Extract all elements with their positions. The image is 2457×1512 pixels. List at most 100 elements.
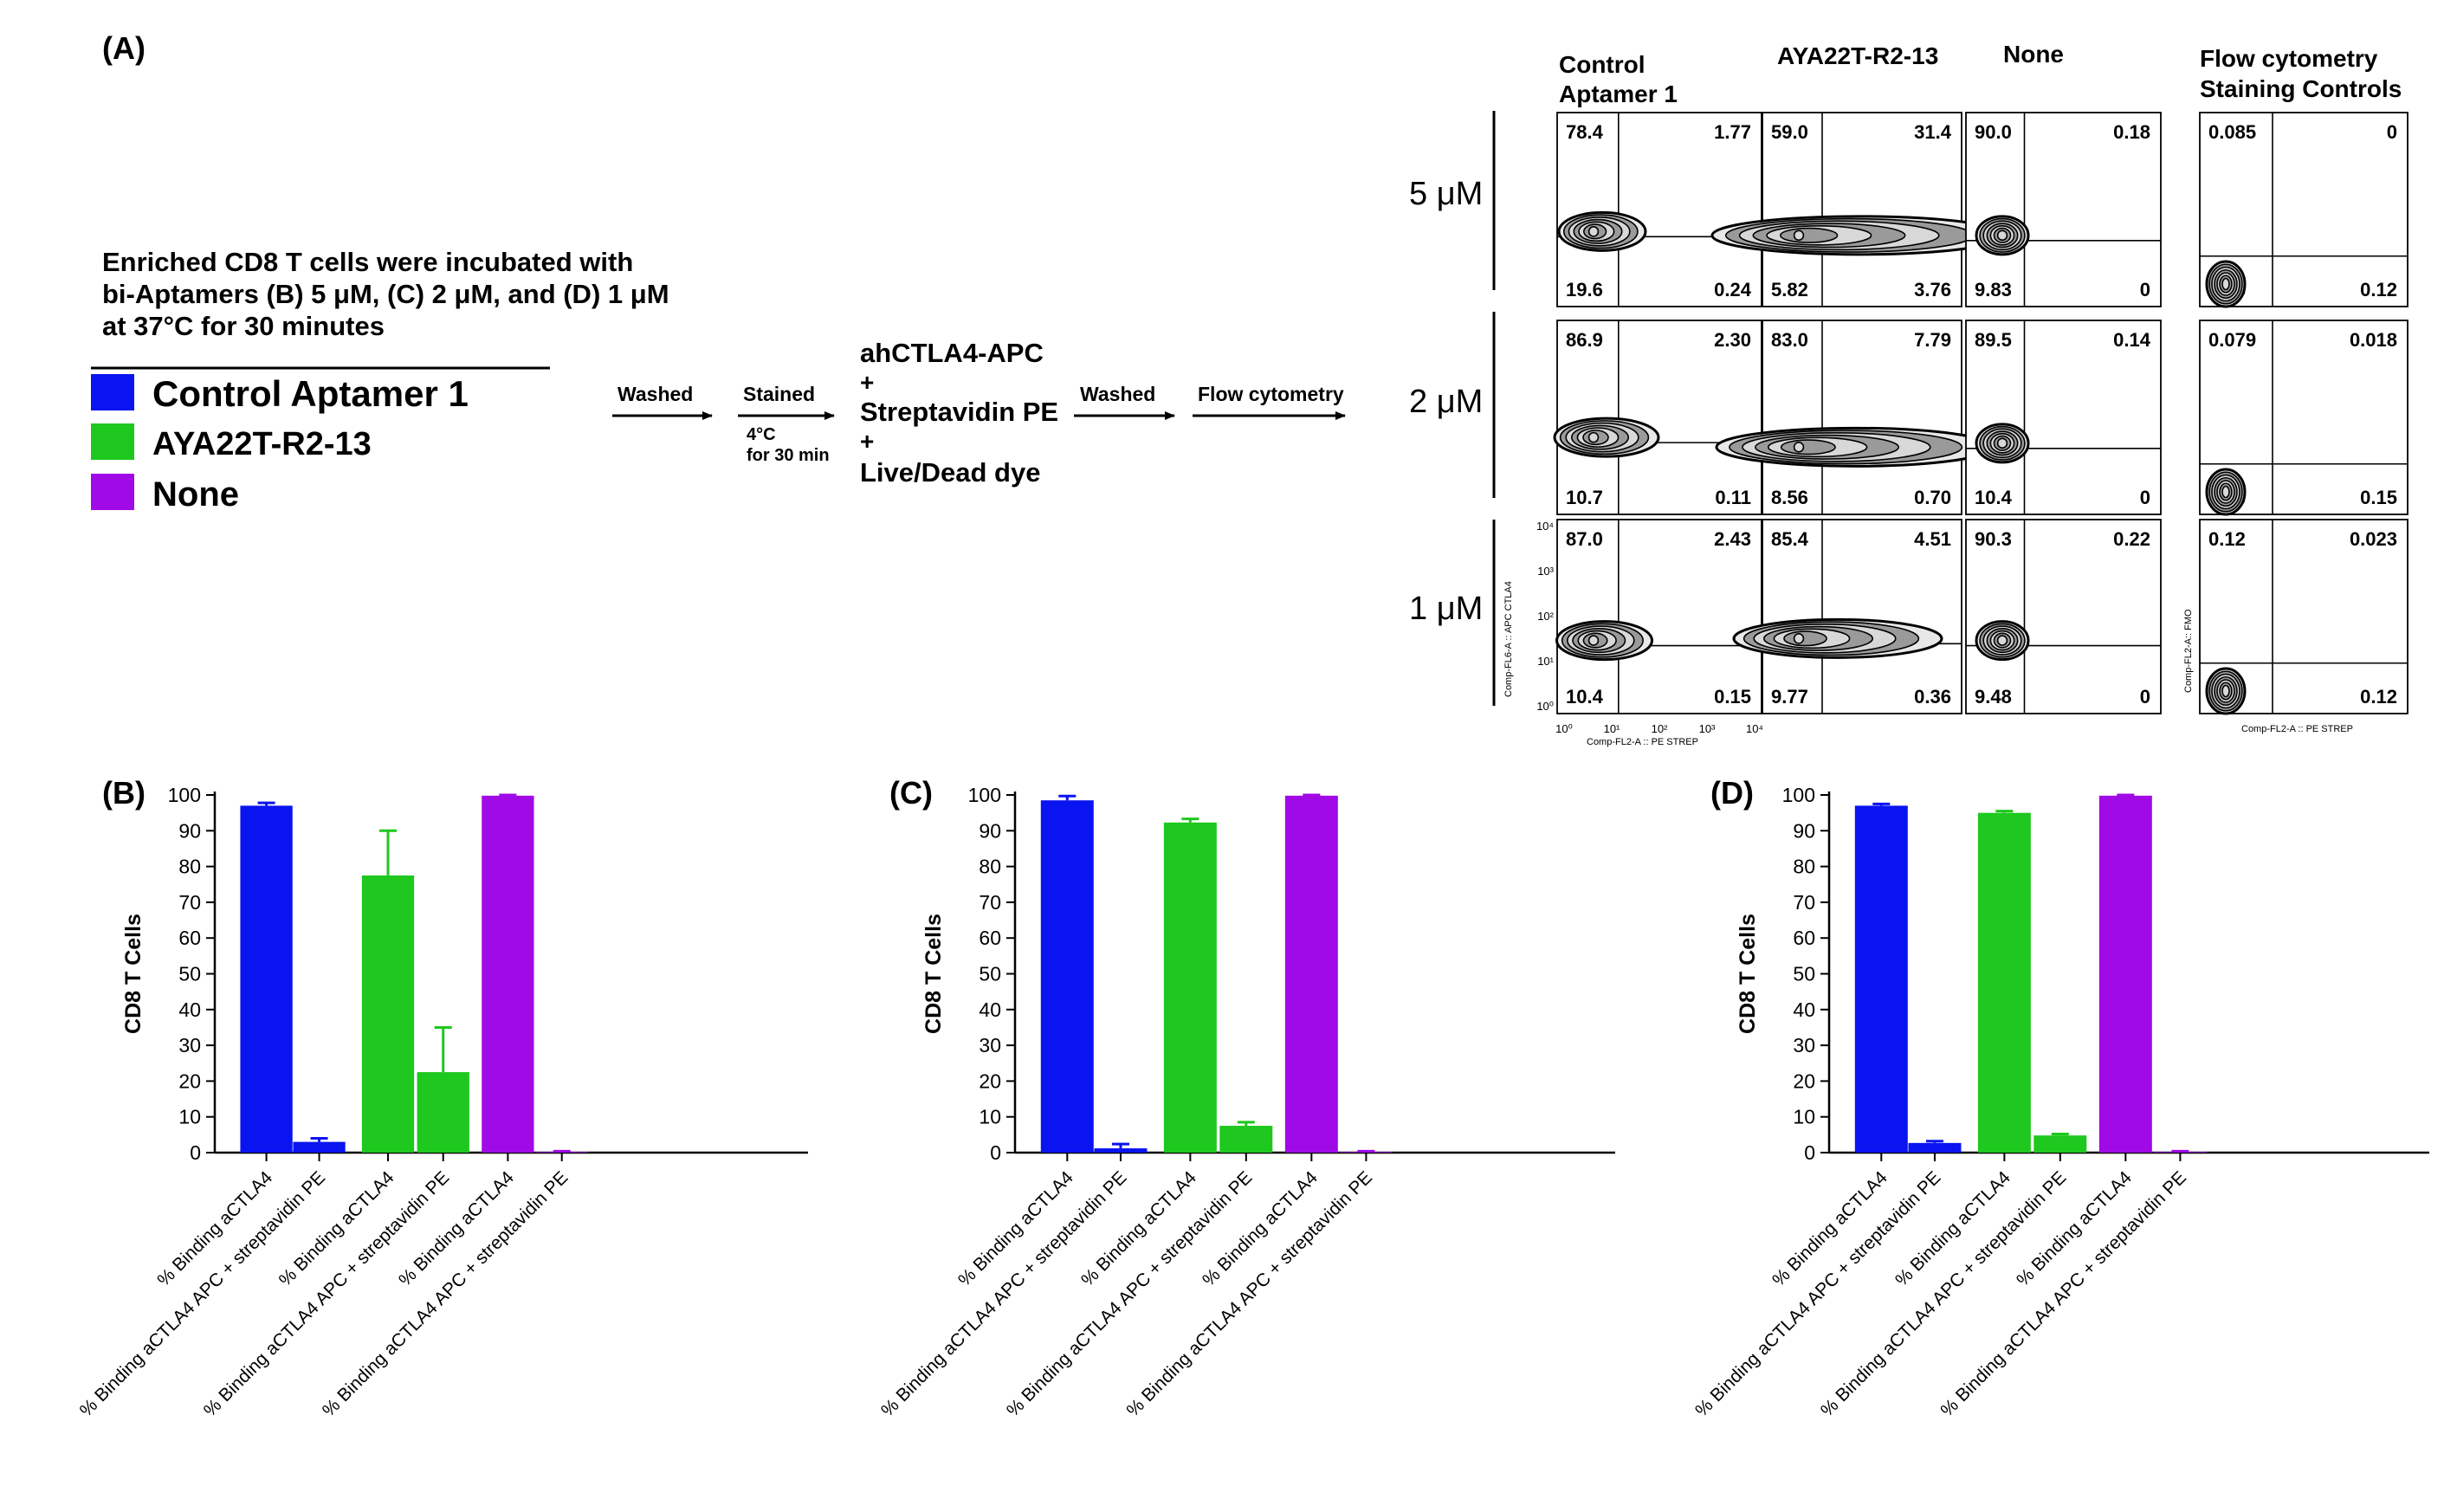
y-tick-label: 40	[1793, 998, 1815, 1021]
y-tick-label: 70	[178, 891, 201, 914]
quadrant-ul-value: 90.3	[1975, 528, 2012, 550]
flow-plot: 89.5 0.14 10.4 0	[1965, 320, 2162, 515]
step-stained: Stained	[743, 383, 815, 405]
y-tick-label: 80	[1793, 856, 1815, 878]
quadrant-ur-value: 4.51	[1914, 528, 1951, 550]
y-tick-label: 40	[178, 998, 201, 1021]
row-label-1um: 1 μM	[1409, 591, 1483, 627]
quadrant-lr-value: 0	[2140, 487, 2150, 508]
y-axis-label: CD8 T Cells	[1736, 914, 1760, 1034]
quadrant-ur-value: 31.4	[1914, 121, 1952, 143]
quadrant-ul-value: 0.079	[2208, 329, 2256, 351]
bar	[293, 1141, 346, 1153]
flow-plot: 85.4 4.51 9.77 0.36	[1762, 519, 1962, 714]
panel-label-a: (A)	[102, 30, 145, 66]
y-tick-label: 90	[178, 819, 201, 842]
y-tick-label: 50	[178, 963, 201, 985]
quadrant-ur-value: 7.79	[1914, 329, 1951, 351]
bar	[361, 875, 415, 1153]
x-tick-label: 10³	[1699, 722, 1716, 735]
y-tick-label: 10²	[1537, 610, 1554, 623]
legend-label-aya: AYA22T-R2-13	[152, 426, 372, 462]
plot-frame	[1762, 112, 1962, 307]
reagent-strep: Streptavidin PE	[860, 397, 1058, 427]
quadrant-ul-value: 59.0	[1771, 121, 1808, 143]
quadrant-ll-value: 5.82	[1771, 279, 1808, 300]
quadrant-ur-value: 0	[2387, 121, 2397, 143]
y-tick-label: 30	[1793, 1034, 1815, 1056]
y-tick-label: 70	[1793, 891, 1815, 914]
bar	[2098, 795, 2152, 1153]
quadrant-ll-value: 10.4	[1975, 487, 2013, 508]
y-tick-label: 30	[178, 1034, 201, 1056]
quadrant-ll-value: 9.83	[1975, 279, 2012, 300]
plot-frame	[1762, 320, 1962, 515]
step-stain-time: for 30 min	[747, 446, 830, 465]
y-tick-label: 70	[979, 891, 1001, 914]
y-tick-label: 0	[190, 1141, 201, 1164]
flow-plot: 90.0 0.18 9.83 0	[1965, 112, 2162, 307]
quadrant-ll-value: 8.56	[1771, 487, 1808, 508]
y-tick-label: 10⁴	[1536, 520, 1554, 533]
bar	[1219, 1126, 1273, 1153]
description-line-1: Enriched CD8 T cells were incubated with	[102, 247, 633, 277]
bar-chart: 0 10 20 30 40 50 60 70 80 90 100 CD8 T Cells % Bindi…	[1691, 784, 2429, 1421]
quadrant-ul-value: 86.9	[1566, 329, 1603, 351]
control-axis-y-label: Comp-FL2-A:: FMO	[2183, 609, 2194, 693]
y-tick-label: 10	[178, 1106, 201, 1128]
density-contour	[2205, 468, 2247, 516]
y-tick-label: 100	[168, 784, 201, 806]
axis-y-label: Comp-FL6-A :: APC CTLA4	[1503, 581, 1514, 697]
bar	[1284, 795, 1338, 1153]
row-label-2um: 2 μM	[1409, 384, 1483, 420]
quadrant-ul-value: 0.12	[2208, 528, 2246, 550]
y-tick-label: 10	[1793, 1106, 1815, 1128]
density-contour	[1555, 620, 1653, 662]
quadrant-ll-value: 10.4	[1566, 686, 1604, 708]
workflow: Washed Stained 4°C for 30 min ahCTLA4-AP…	[612, 338, 1346, 488]
plot-frame	[1556, 112, 1762, 307]
x-tick-label: 10²	[1652, 722, 1668, 735]
quadrant-ll-value: 9.77	[1771, 686, 1808, 708]
quadrant-lr-value: 0.15	[2360, 487, 2397, 508]
panel-label-c: (C)	[889, 775, 933, 811]
quadrant-ur-value: 2.30	[1714, 329, 1751, 351]
plot-frame	[1556, 320, 1762, 515]
quadrant-ur-value: 0.18	[2113, 121, 2150, 143]
step-stain-temp: 4°C	[747, 425, 776, 444]
quadrant-ll-value: 19.6	[1566, 279, 1603, 300]
x-tick-label: 10¹	[1604, 722, 1620, 735]
x-tick-label: 10⁴	[1746, 722, 1763, 735]
bar	[1163, 822, 1217, 1153]
y-tick-label: 100	[1782, 784, 1815, 806]
y-tick-label: 80	[178, 856, 201, 878]
flow-cytometry-grid: Control Aptamer 1 AYA22T-R2-13 None Flow…	[1409, 41, 2409, 747]
y-tick-label: 20	[178, 1069, 201, 1092]
y-tick-label: 10	[979, 1106, 1001, 1128]
density-contour	[1975, 215, 2030, 256]
flow-plot: 59.0 31.4 5.82 3.76	[1762, 112, 1962, 307]
category-label: % Binding aCTLA4 APC + streptavidin PE	[1691, 1167, 1944, 1420]
flow-plot: 87.0 2.43 10.4 0.15	[1556, 519, 1762, 714]
y-tick-label: 60	[178, 927, 201, 949]
legend-label-none: None	[152, 475, 239, 514]
reagent-plus-2: +	[860, 428, 874, 455]
column-header-aya: AYA22T-R2-13	[1777, 42, 1938, 69]
quadrant-ur-value: 0.22	[2113, 528, 2150, 550]
reagent-apc: ahCTLA4-APC	[860, 338, 1044, 368]
quadrant-ur-value: 0.14	[2113, 329, 2151, 351]
y-tick-label: 60	[1793, 927, 1815, 949]
legend-swatch-aya	[91, 423, 134, 460]
bar-chart: 0 10 20 30 40 50 60 70 80 90 100 CD8 T Cells % Bindi…	[877, 784, 1615, 1421]
quadrant-lr-value: 0	[2140, 686, 2150, 708]
quadrant-ul-value: 83.0	[1771, 329, 1808, 351]
quadrant-ul-value: 0.085	[2208, 121, 2256, 143]
bar-chart: 0 10 20 30 40 50 60 70 80 90 100 CD8 T Cells % Bindi…	[76, 784, 808, 1421]
quadrant-ur-value: 0.023	[2350, 528, 2397, 550]
bar	[2033, 1135, 2087, 1153]
step-flow: Flow cytometry	[1198, 383, 1344, 405]
bar	[1854, 805, 1908, 1153]
y-tick-label: 40	[979, 998, 1001, 1021]
quadrant-lr-value: 0.36	[1914, 686, 1951, 708]
